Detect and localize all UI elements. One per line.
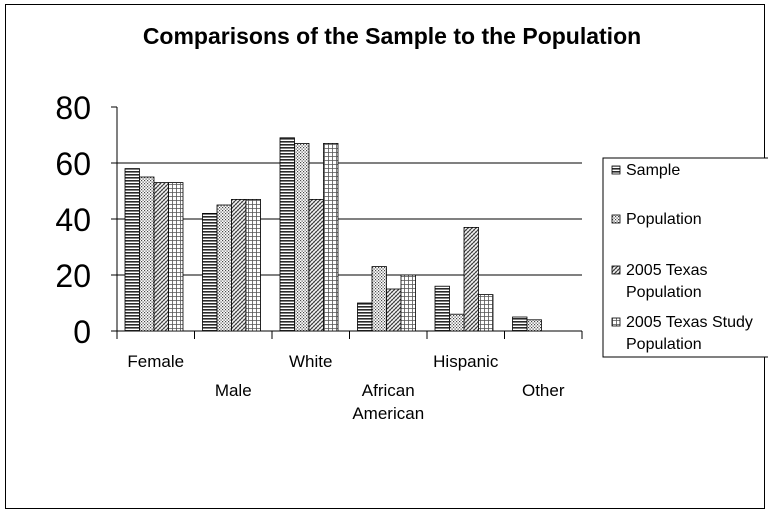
legend-box xyxy=(602,157,768,358)
bar xyxy=(371,266,387,332)
chart-title: Comparisons of the Sample to the Populat… xyxy=(143,23,641,49)
bar xyxy=(449,313,465,332)
legend: Sample Population 2005 Texas Population 2005… xyxy=(602,157,768,358)
bar xyxy=(400,274,416,332)
x-category-label: Hispanic xyxy=(433,352,499,371)
bar xyxy=(357,302,373,332)
bar xyxy=(434,285,450,332)
legend-swatch xyxy=(611,165,621,175)
legend-label: Population xyxy=(626,211,702,228)
legend-swatch xyxy=(611,317,621,327)
bar xyxy=(216,204,232,332)
bar xyxy=(463,226,479,332)
y-tick-label: 20 xyxy=(55,258,91,294)
bar xyxy=(202,212,218,332)
legend-label: Sample xyxy=(626,162,680,179)
bar xyxy=(124,168,140,332)
y-tick-label: 0 xyxy=(73,314,91,350)
bar xyxy=(139,176,155,332)
x-category-label: White xyxy=(289,352,332,371)
legend-swatch xyxy=(611,265,621,275)
x-category-label: Female xyxy=(127,352,184,371)
bar xyxy=(323,142,339,332)
y-tick-label: 60 xyxy=(55,146,91,182)
legend-label: 2005 Texas Study Population xyxy=(626,314,753,353)
x-category-label: Male xyxy=(215,381,252,400)
bar xyxy=(279,137,295,332)
bar xyxy=(308,198,324,332)
y-tick-label: 40 xyxy=(55,202,91,238)
bar xyxy=(231,198,247,332)
x-category-labels: Female Male White African American Hispanic Ot… xyxy=(127,352,564,423)
y-tick-label: 80 xyxy=(55,90,91,126)
bar xyxy=(153,182,169,332)
bar xyxy=(526,319,542,332)
x-category-label: African American xyxy=(352,381,424,423)
bars xyxy=(124,137,542,332)
axes xyxy=(111,106,583,339)
legend-swatch xyxy=(611,214,621,224)
bar xyxy=(478,294,494,332)
legend-label: 2005 Texas Population xyxy=(626,262,708,301)
x-category-label: Other xyxy=(522,381,565,400)
bar xyxy=(294,142,310,332)
bar xyxy=(512,316,528,332)
gridlines xyxy=(117,162,582,276)
bar xyxy=(245,198,261,332)
y-tick-labels: 0 20 40 60 80 xyxy=(55,90,91,350)
bar xyxy=(168,182,184,332)
bar xyxy=(386,288,402,332)
